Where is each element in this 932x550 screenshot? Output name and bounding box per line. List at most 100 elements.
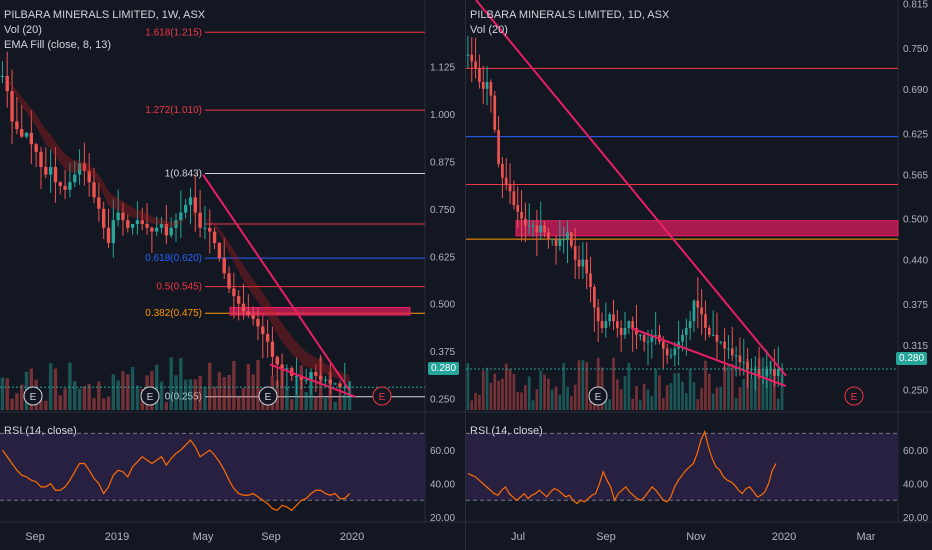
volume-bar [470,400,474,410]
daily-rsi-title[interactable]: RSI (14, close) [470,425,543,437]
candle-body [338,383,342,388]
volume-bar [750,378,753,410]
volume-bar [661,398,665,410]
supply-zone-box [515,220,899,237]
weekly-chart-canvas[interactable]: 1.125 1.000 0.875 0.750 0.625 0.500 0.375 0.250… [0,0,466,550]
candle-body [535,225,539,233]
candle-body [275,356,279,365]
volume-bar [77,388,82,410]
volume-bar [261,398,265,410]
candle-body [212,231,217,243]
candle-body [654,334,657,336]
volume-bar [615,379,619,410]
candle-body [188,197,193,205]
candle-body [497,129,500,164]
candle-body [73,174,77,183]
weekly-chart-panel[interactable]: 1.125 1.000 0.875 0.750 0.625 0.500 0.375 0.250… [0,0,466,550]
volume-bar [608,399,612,410]
volume-bar [684,393,688,410]
trend-line [202,174,351,392]
candle-body [256,318,260,327]
weekly-ema-indicator[interactable]: EMA Fill (close, 8, 13) [4,39,111,51]
daily-vol-indicator[interactable]: Vol (20) [470,24,508,36]
candle-body [270,341,275,357]
volume-bar [543,374,546,410]
candle-body [179,212,183,221]
price-tick-label: 0.750 [903,44,928,55]
candle-body [550,239,554,241]
volume-bar [121,371,125,410]
volume-bar [20,384,24,410]
volume-bar [126,374,130,410]
candle-body [508,184,512,192]
volume-bar [642,383,646,410]
candle-body [314,372,318,376]
volume-bar [658,375,661,410]
daily-chart-panel[interactable]: 0.815 0.750 0.690 0.625 0.565 0.500 0.440 0.375… [466,0,932,550]
volume-bar [646,389,650,410]
candle-body [53,167,58,183]
rsi-tick-label: 20.00 [903,513,928,524]
volume-bar [343,395,347,410]
volume-bar [227,374,231,410]
volume-bar [53,368,58,410]
daily-chart-canvas[interactable]: 0.815 0.750 0.690 0.625 0.565 0.500 0.440 0.375… [466,0,932,550]
time-tick-label: Nov [686,531,706,543]
candle-body [34,144,38,152]
volume-bar [589,400,592,410]
weekly-chart-title: PILBARA MINERALS LIMITED, 1W, ASX [4,9,206,21]
volume-bar [504,363,508,410]
volume-bar [573,384,577,410]
weekly-vol-indicator[interactable]: Vol (20) [4,24,42,36]
candle-body [101,208,106,228]
volume-bar [92,398,96,410]
volume-bar [527,376,531,410]
candle-body [730,348,734,356]
candle-body [524,218,527,226]
volume-bar [116,380,120,410]
weekly-legend: PILBARA MINERALS LIMITED, 1W, ASX Vol (2… [4,8,205,53]
volume-bar [159,381,164,410]
volume-bar [650,396,654,410]
candle-body [466,54,470,56]
time-tick-label: 2020 [340,531,364,543]
candle-body [208,227,212,232]
candle-body [193,197,197,213]
price-tick-label: 0.375 [903,300,928,311]
earnings-marker-circle [844,386,864,406]
weekly-rsi-title[interactable]: RSI (14, close) [4,425,77,437]
daily-legend: PILBARA MINERALS LIMITED, 1D, ASX Vol (2… [470,8,669,38]
volume-bar [547,378,550,410]
volume-bar [10,398,14,410]
candle-body [615,321,619,328]
candle-body [585,259,589,274]
candle-body [661,341,665,349]
candle-body [174,220,178,228]
candle-body [150,227,154,232]
volume-bar [101,398,106,410]
earnings-marker-label: E [265,392,272,403]
volume-bar [236,396,241,410]
candle-body [164,223,169,236]
candle-body [746,362,749,369]
volume-bar [501,378,504,410]
fib-level-label: 0.5(0.545) [156,282,202,293]
volume-bar [550,389,554,410]
rsi-tick-label: 60.00 [903,446,928,457]
rsi-line [1,439,351,512]
candle-body [48,167,53,175]
volume-bar [585,362,589,410]
panel-divider[interactable] [465,0,466,550]
candle-body [577,259,581,267]
volume-bar [558,395,562,410]
candle-body [638,334,642,336]
candle-body [665,348,669,356]
volume-bar [44,400,48,410]
candle-body [470,54,474,62]
candle-body [68,182,72,190]
candle-body [516,205,520,212]
price-tick-label: 0.375 [430,347,455,358]
candle-body [504,177,508,185]
volume-bar [692,382,696,410]
earnings-marker-label: E [379,392,386,403]
